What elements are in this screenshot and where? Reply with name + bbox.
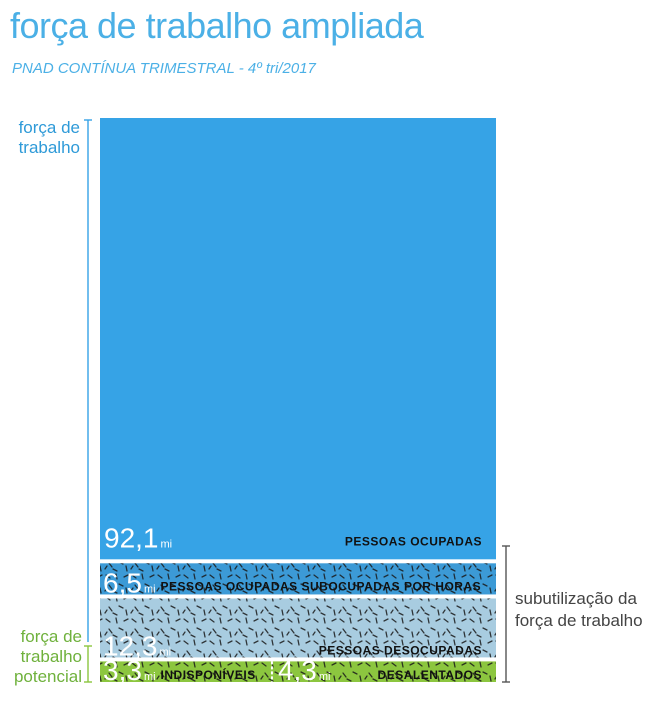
segment-name-1: PESSOAS OCUPADAS SUBOCUPADAS POR HORAS (161, 579, 482, 593)
segment-unit-2: mi (160, 646, 172, 658)
segment-value-2: 12,3 (103, 630, 158, 661)
segment-unit-1: mi (144, 583, 156, 595)
segment-value-4: 4,3 (278, 655, 317, 686)
forca-de-trabalho-bracket (84, 119, 92, 642)
segment-texture-2 (100, 598, 496, 658)
segment-name-3: INDISPONÍVEIS (161, 667, 256, 682)
forca-de-trabalho-label: força de trabalho (14, 118, 80, 158)
forca-potencial-bracket (84, 645, 92, 683)
subutilizacao-bracket (502, 545, 510, 683)
segment-name-2: PESSOAS DESOCUPADAS (319, 643, 482, 657)
chart-title: força de trabalho ampliada (10, 5, 424, 46)
segment-bar-0 (100, 118, 496, 560)
forca-de-trabalho-text: força de trabalho (18, 118, 80, 157)
segment-texture-1 (100, 563, 496, 595)
segment-value-3: 3,3 (103, 655, 142, 686)
segment-name-4: DESALENTADOS (378, 668, 482, 682)
segment-unit-0: mi (161, 538, 173, 550)
forca-de-trabalho-potencial-label: força de trabalho potencial (10, 627, 82, 687)
segment-value-1: 6,5 (103, 567, 142, 598)
chart-subtitle: PNAD CONTÍNUA TRIMESTRAL - 4º tri/2017 (12, 60, 316, 77)
segment-name-0: PESSOAS OCUPADAS (345, 534, 482, 548)
subutilizacao-label: subutilização da força de trabalho (515, 588, 647, 632)
segment-value-0: 92,1 (104, 522, 159, 553)
segment-unit-4: mi (319, 671, 331, 683)
forca-de-trabalho-potencial-text: força de trabalho potencial (13, 627, 82, 686)
subutilizacao-text: subutilização da força de trabalho (515, 589, 643, 630)
segment-texture-4 (271, 661, 496, 682)
segment-unit-3: mi (144, 671, 156, 683)
segment-texture-3 (100, 661, 272, 682)
